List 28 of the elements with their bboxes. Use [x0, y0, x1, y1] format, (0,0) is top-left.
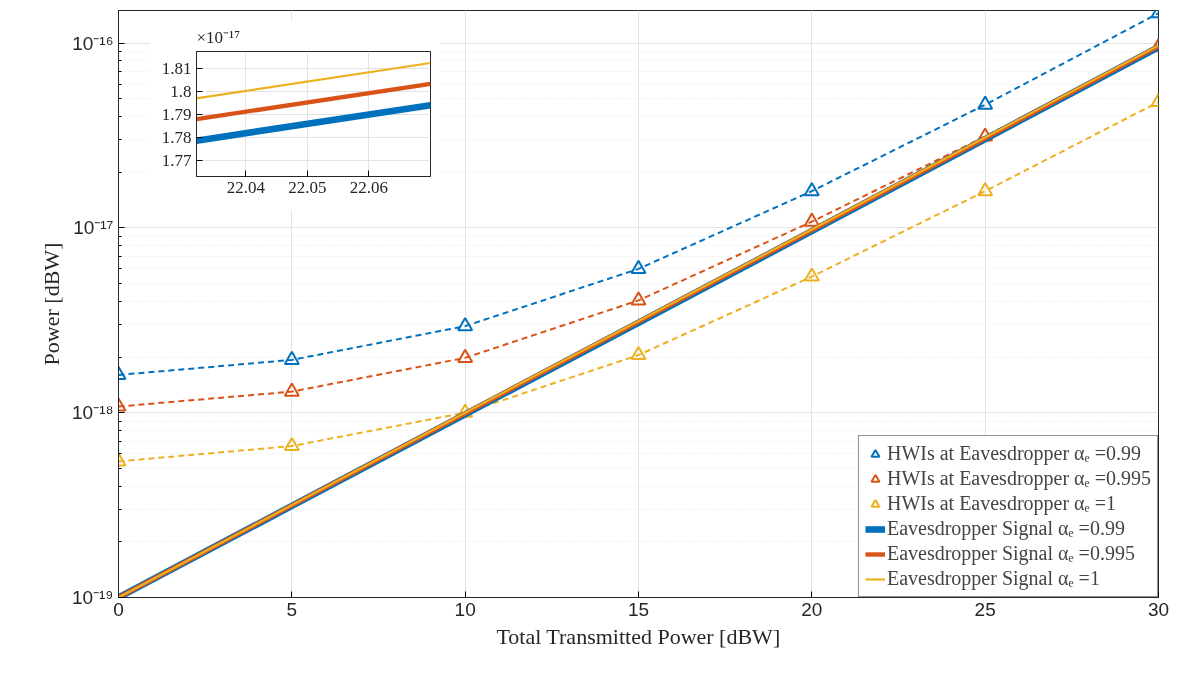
legend-label: HWIs at Eavesdropper αₑ =0.995 — [886, 467, 1151, 490]
y-tick-label: 1.78 — [161, 127, 192, 147]
y-tick-label: 10⁻¹⁶ — [72, 32, 114, 54]
x-tick-label: 22.05 — [288, 177, 327, 197]
y-tick-label: 10⁻¹⁷ — [73, 217, 114, 239]
x-tick-label: 22.04 — [226, 177, 266, 197]
legend-label: Eavesdropper Signal αₑ =0.99 — [886, 517, 1125, 540]
x-tick-label: 5 — [286, 598, 298, 620]
y-tick-label: 1.77 — [161, 150, 192, 170]
x-tick-label: 10 — [454, 598, 476, 620]
x-tick-label: 15 — [627, 598, 650, 620]
y-axis-title: Power [dBW] — [38, 242, 64, 366]
legend-label: HWIs at Eavesdropper αₑ =0.99 — [886, 442, 1141, 465]
y-tick-label: 10⁻¹⁹ — [71, 587, 114, 608]
y-tick-label: 10⁻¹⁸ — [72, 402, 114, 424]
legend-label: Eavesdropper Signal αₑ =0.995 — [886, 542, 1135, 565]
y-tick-label: 1.8 — [170, 81, 192, 101]
x-tick-label: 25 — [974, 598, 996, 620]
x-tick-label: 22.06 — [349, 177, 389, 197]
y-tick-label: 1.79 — [161, 104, 192, 124]
x-axis-title: Total Transmitted Power [dBW] — [496, 623, 781, 649]
x-tick-label: 20 — [801, 598, 823, 620]
y-tick-label: 1.81 — [161, 59, 192, 78]
legend-label: Eavesdropper Signal αₑ =1 — [886, 567, 1100, 590]
annotation: ×10⁻¹⁷ — [196, 27, 241, 47]
x-tick-label: 0 — [113, 598, 124, 620]
legend-label: HWIs at Eavesdropper αₑ =1 — [886, 492, 1116, 515]
x-tick-label: 30 — [1147, 598, 1170, 620]
